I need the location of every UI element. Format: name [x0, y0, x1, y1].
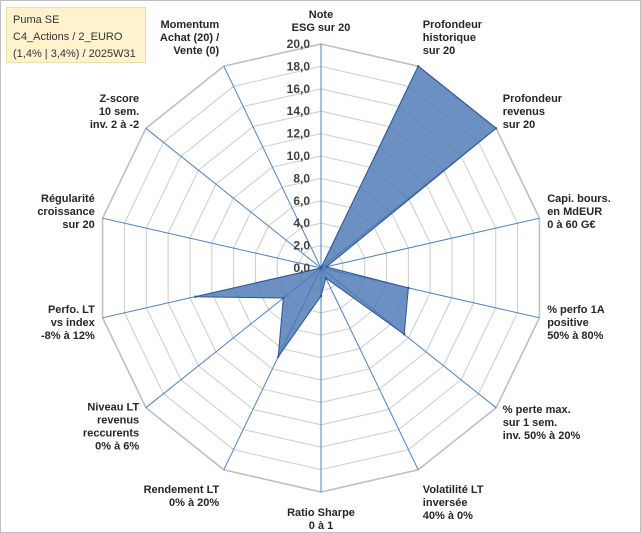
data-point	[325, 265, 328, 268]
info-company-name: Puma SE	[13, 14, 60, 26]
axis-label: Rendement LT 0% à 20%	[144, 484, 220, 509]
axis-label-line: positive	[547, 317, 589, 329]
axis-label-line: % perte max.	[503, 404, 571, 416]
info-box: Puma SE C4_Actions / 2_EURO (1,4% | 3,4%…	[6, 7, 146, 63]
axis-spoke	[145, 127, 322, 269]
axis-label-line: inv. 2 à -2	[90, 119, 139, 131]
tick-label: 20,0	[287, 37, 311, 51]
axis-label-line: historique	[423, 32, 476, 44]
data-point	[324, 276, 328, 280]
axis-label: % perfo 1A positive 50% à 80%	[547, 304, 605, 342]
axis-label-line: inversée	[423, 497, 468, 509]
axis-label-line: vs index	[51, 317, 96, 329]
tick-label: 16,0	[287, 82, 311, 96]
data-point	[403, 333, 406, 336]
data-point	[494, 127, 498, 130]
axis-label-line: revenus	[97, 415, 139, 427]
tick-label: 8,0	[293, 171, 310, 185]
axis-label-line: croissance	[37, 206, 94, 218]
data-point	[319, 294, 323, 298]
axis-label-line: Capi. bours.	[547, 193, 611, 205]
data-point	[282, 296, 285, 300]
axis-label-line: Perfo. LT	[48, 304, 95, 316]
axis-label-line: inv. 50% à 20%	[503, 430, 581, 442]
tick-label: 10,0	[287, 149, 311, 163]
data-point	[277, 355, 280, 358]
axis-label-line: sur 20	[62, 219, 94, 231]
axis-label-line: sur 1 sem.	[503, 417, 557, 429]
tick-label: 12,0	[287, 127, 311, 141]
axis-label: Note ESG sur 20	[292, 9, 351, 34]
axis-label-line: sur 20	[503, 119, 535, 131]
data-point	[319, 266, 323, 270]
tick-label: 6,0	[293, 194, 310, 208]
axis-label: Volatilité LT inversée 40% à 0%	[423, 484, 484, 522]
data-point	[407, 286, 410, 290]
tick-label: 14,0	[287, 104, 311, 118]
tick-label: 0,0	[293, 261, 310, 275]
info-category: C4_Actions / 2_EURO	[13, 31, 123, 43]
axis-label-line: 0% à 20%	[169, 497, 219, 509]
axis-label-line: % perfo 1A	[547, 304, 605, 316]
axis-label-line: reccurents	[83, 428, 139, 440]
axis-label-line: Note	[309, 9, 333, 21]
axis-label: Perfo. LT vs index -8% à 12%	[41, 304, 96, 342]
axis-label: Régularité croissance sur 20	[37, 193, 94, 231]
axis-label-line: revenus	[503, 106, 545, 118]
axis-label-line: ESG sur 20	[292, 22, 351, 34]
axis-label: Ratio Sharpe 0 à 1	[287, 507, 355, 532]
axis-label-line: Ratio Sharpe	[287, 507, 355, 519]
axis-label-line: Z-score	[99, 93, 139, 105]
axis-label: Z-score 10 sem. inv. 2 à -2	[90, 93, 139, 131]
axis-label-line: Régularité	[41, 193, 95, 205]
axis-spoke	[102, 217, 322, 269]
tick-label: 4,0	[293, 216, 310, 230]
axis-label-line: 0 à 1	[309, 520, 333, 532]
axis-label-line: Momentum	[161, 19, 220, 31]
axis-label-line: Achat (20) /	[160, 32, 219, 44]
axis-label: Profondeur revenus sur 20	[503, 93, 563, 131]
tick-label: 2,0	[293, 239, 310, 253]
axis-spoke	[223, 65, 322, 269]
axis-label-line: Niveau LT	[87, 402, 139, 414]
axis-label-line: sur 20	[423, 45, 455, 57]
axis-label-line: Rendement LT	[144, 484, 220, 496]
axis-label-line: 10 sem.	[99, 106, 139, 118]
axis-label-line: 0% à 6%	[95, 441, 139, 453]
axis-label-line: Profondeur	[423, 19, 483, 31]
info-period: (1,4% | 3,4%) / 2025W31	[13, 48, 136, 60]
axis-spoke	[320, 217, 540, 269]
axis-label: Niveau LT revenus reccurents 0% à 6%	[83, 402, 140, 453]
tick-label: 18,0	[287, 59, 311, 73]
axis-label-line: 0 à 60 G€	[547, 219, 595, 231]
series-area	[195, 65, 497, 359]
axis-spoke	[320, 267, 419, 471]
data-point	[194, 295, 197, 298]
axis-label-line: 40% à 0%	[423, 510, 473, 522]
axis-label-line: en MdEUR	[547, 206, 602, 218]
axis-label-line: Vente (0)	[173, 45, 219, 57]
axis-label: % perte max. sur 1 sem. inv. 50% à 20%	[503, 404, 581, 442]
axis-label: Profondeur historique sur 20	[423, 19, 483, 57]
data-point	[417, 65, 420, 68]
axis-label-line: Profondeur	[503, 93, 563, 105]
axis-label: Momentum Achat (20) / Vente (0)	[160, 19, 220, 57]
axis-label-line: Volatilité LT	[423, 484, 484, 496]
axis-label: Capi. bours. en MdEUR 0 à 60 G€	[547, 193, 611, 231]
axis-label-line: -8% à 12%	[41, 330, 95, 342]
axis-label-line: 50% à 80%	[547, 330, 603, 342]
